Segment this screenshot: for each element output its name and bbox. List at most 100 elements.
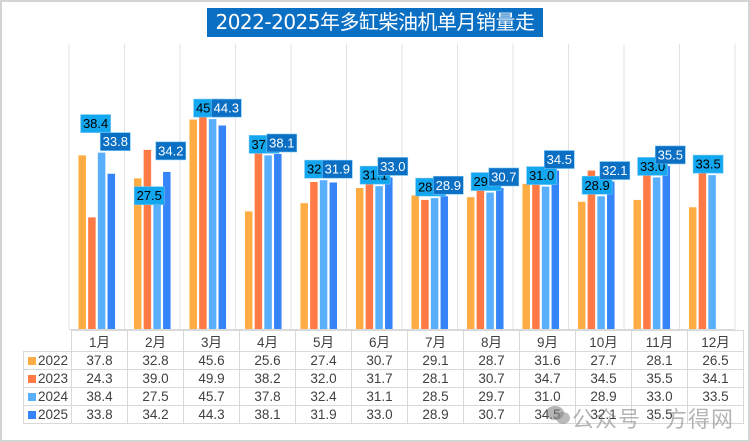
bar-2025-5月 xyxy=(329,182,338,329)
data-table: 1月 2月 3月 4月 5月 6月 7月 8月 9月 10月 11月 12月 2022 37.8 32.8 4… xyxy=(23,330,744,424)
month-header: 12月 xyxy=(687,330,744,352)
table-cell: 37.8 xyxy=(239,387,296,406)
month-header: 6月 xyxy=(351,330,408,352)
bar-2024-5月 xyxy=(319,180,328,329)
data-label-text: 33.0 xyxy=(380,159,405,174)
table-cell: 28.7 xyxy=(463,351,520,370)
bar-2025-2月 xyxy=(163,171,171,329)
bar-2022-4月 xyxy=(244,211,253,329)
month-header: 7月 xyxy=(407,330,464,352)
label-2025-2月: 34.2 xyxy=(155,141,187,161)
table-cell: 27.5 xyxy=(127,387,184,406)
table-cell: 29.1 xyxy=(407,351,464,370)
bar-2023-10月 xyxy=(587,170,596,329)
table-cell: 34.7 xyxy=(519,369,576,388)
legend-entry-2022: 2022 xyxy=(23,351,72,370)
label-2024-10月: 28.9 xyxy=(581,175,613,195)
wechat-icon xyxy=(546,406,570,424)
label-2024-1月: 38.4 xyxy=(80,114,111,133)
legend-label: 2025 xyxy=(38,407,69,422)
bar-2024-10月 xyxy=(597,196,605,329)
bar-2022-1月 xyxy=(78,155,86,329)
month-header: 9月 xyxy=(519,330,576,352)
table-cell: 45.6 xyxy=(183,351,240,370)
label-2025-7月: 28.9 xyxy=(432,175,464,195)
table-cell: 30.7 xyxy=(351,351,408,370)
legend-swatch xyxy=(28,375,36,383)
data-label-text: 35.5 xyxy=(658,147,683,162)
data-label-text: 28.9 xyxy=(436,178,461,193)
data-label-text: 34.5 xyxy=(547,152,572,167)
label-2025-9月: 34.5 xyxy=(543,150,575,169)
table-cell: 31.0 xyxy=(519,387,576,406)
bar-2024-4月 xyxy=(264,155,272,329)
legend-entry-2024: 2024 xyxy=(23,387,72,406)
bar-2023-12月 xyxy=(698,172,707,329)
bar-2022-12月 xyxy=(688,207,697,329)
table-cell: 33.0 xyxy=(351,405,408,424)
table-cell: 37.8 xyxy=(71,351,128,370)
data-label-text: 27.5 xyxy=(137,188,162,203)
table-row: 2024 38.4 27.5 45.7 37.8 32.4 31.1 28.5 29.7 31.0… xyxy=(23,387,744,406)
label-2025-10月: 32.1 xyxy=(599,161,631,180)
table-cell: 32.0 xyxy=(295,369,352,388)
table-row: 2023 24.3 39.0 49.9 38.2 32.0 31.7 28.1 30.7 34.7… xyxy=(23,369,744,388)
legend-label: 2024 xyxy=(38,389,69,404)
table-row: 202533.834.244.338.131.933.028.930.734.5… xyxy=(23,405,744,424)
legend-entry-2025: 2025 xyxy=(23,405,72,424)
table-cell: 25.6 xyxy=(239,351,296,370)
data-label-text: 28.9 xyxy=(584,178,609,193)
bar-2025-4月 xyxy=(274,153,282,329)
data-label-text: 38.4 xyxy=(83,116,108,131)
bar-2025-6月 xyxy=(385,177,393,329)
table-cell: 34.5 xyxy=(575,369,632,388)
bar-2025-7月 xyxy=(440,196,449,329)
label-2024-2月: 27.5 xyxy=(133,186,165,205)
table-cell: 28.1 xyxy=(407,369,464,388)
bar-2024-11月 xyxy=(652,177,661,329)
bar-2022-3月 xyxy=(189,119,197,329)
bar-2025-10月 xyxy=(607,181,615,329)
table-cell: 34.1 xyxy=(687,369,744,388)
table-cell xyxy=(687,405,744,424)
table-cell: 39.0 xyxy=(127,369,184,388)
bar-2025-1月 xyxy=(107,173,116,329)
data-label-text: 33.8 xyxy=(103,134,128,149)
bar-2024-12月 xyxy=(708,175,716,329)
legend-label: 2023 xyxy=(38,371,69,386)
table-cell: 27.4 xyxy=(295,351,352,370)
data-label-text: 33.5 xyxy=(695,157,720,172)
bar-2025-3月 xyxy=(218,125,227,329)
bar-2022-2月 xyxy=(133,178,142,329)
month-header: 4月 xyxy=(239,330,296,352)
legend-label: 2022 xyxy=(38,353,69,368)
data-label-text: 44.3 xyxy=(214,101,239,116)
chart-title: 2022-2025年多缸柴油机单月销量走势 xyxy=(207,8,543,63)
bar-2025-11月 xyxy=(662,165,671,329)
month-header: 8月 xyxy=(463,330,520,352)
month-header: 2月 xyxy=(127,330,184,352)
bar-2023-7月 xyxy=(421,199,429,329)
table-row: 2022 37.8 32.8 45.6 25.6 27.4 30.7 29.1 28.7 31.6… xyxy=(23,351,744,370)
label-2025-6月: 33.0 xyxy=(377,157,409,176)
month-header: 1月 xyxy=(71,330,128,352)
table-cell: 31.7 xyxy=(351,369,408,388)
table-cell: 32.8 xyxy=(127,351,184,370)
table-cell: 24.3 xyxy=(71,369,128,388)
label-2025-4月: 38.1 xyxy=(266,133,298,153)
bar-2022-9月 xyxy=(522,183,530,329)
bar-2023-3月 xyxy=(199,99,207,329)
table-corner xyxy=(23,330,72,352)
bar-2024-7月 xyxy=(430,198,439,329)
bars xyxy=(78,99,716,329)
month-header: 3月 xyxy=(183,330,240,352)
table-cell: 28.5 xyxy=(407,387,464,406)
month-header: 10月 xyxy=(575,330,632,352)
legend-swatch xyxy=(28,411,36,419)
data-label-text: 38.1 xyxy=(269,135,294,150)
label-2024-9月: 31.0 xyxy=(526,166,557,185)
label-2025-1月: 33.8 xyxy=(100,132,131,151)
table-cell: 38.1 xyxy=(239,405,296,424)
month-header: 5月 xyxy=(295,330,352,352)
